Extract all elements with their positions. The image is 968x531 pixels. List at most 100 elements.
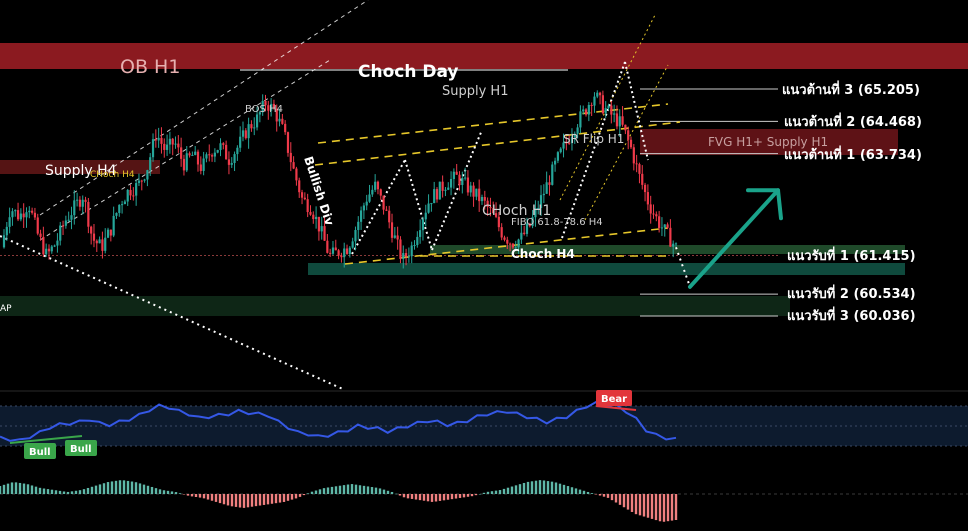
candle-body xyxy=(320,226,323,232)
candle-body xyxy=(404,253,408,257)
macd-bar xyxy=(278,494,282,503)
macd-bar xyxy=(350,484,354,494)
macd-bar xyxy=(374,487,378,494)
macd-bar xyxy=(334,486,338,494)
candle-body xyxy=(559,148,562,153)
macd-bar xyxy=(226,494,230,506)
macd-bar xyxy=(666,494,670,522)
candle-body xyxy=(270,103,273,111)
candle-body xyxy=(295,168,298,181)
candle-body xyxy=(205,154,208,159)
macd-bar xyxy=(70,491,74,494)
macd-bar xyxy=(258,494,262,506)
macd-bar xyxy=(238,494,242,508)
candle-body xyxy=(345,248,349,254)
macd-bar xyxy=(298,494,302,497)
macd-bar xyxy=(406,494,410,499)
candle-body xyxy=(253,127,256,129)
supply-h1-label: Supply H1 xyxy=(442,84,508,99)
candle-body xyxy=(213,152,216,157)
candle-body xyxy=(233,154,236,163)
macd-bar xyxy=(94,485,98,494)
candle-body xyxy=(430,203,433,205)
candle-body xyxy=(641,173,644,185)
candle-body xyxy=(402,253,405,259)
macd-bar xyxy=(138,483,142,494)
candle-body xyxy=(562,142,565,149)
candle-body xyxy=(601,95,604,114)
candle-body xyxy=(452,171,455,179)
yellow-dashed-1 xyxy=(317,103,669,144)
choch-h1-label: CHoch H1 xyxy=(482,203,551,219)
candle-body xyxy=(551,164,554,185)
macd-bar xyxy=(598,494,602,496)
macd-bar xyxy=(602,494,606,497)
zones xyxy=(0,43,968,316)
bull-badge-2 xyxy=(65,440,97,456)
bull-badge-1 xyxy=(24,443,56,459)
candle-body xyxy=(73,200,76,216)
zone-labels: OB H1 Supply H4 FVG H1+ Supply H1 AP xyxy=(0,56,828,314)
demand-zone-b xyxy=(308,263,905,275)
macd-bar xyxy=(434,494,438,502)
macd-bar xyxy=(626,494,630,510)
candle-body xyxy=(115,212,118,216)
macd-bar xyxy=(310,491,314,494)
candle-body xyxy=(244,130,247,139)
candle-body xyxy=(137,180,141,184)
macd-bar xyxy=(194,494,198,497)
candle-body xyxy=(525,223,529,234)
candle-body xyxy=(461,178,464,186)
macd-bar xyxy=(150,486,154,494)
candle-body xyxy=(396,235,399,240)
candle-body xyxy=(618,116,621,127)
macd-bar xyxy=(402,494,406,498)
macd-bar xyxy=(146,485,150,494)
macd-bar xyxy=(482,492,486,494)
candle-body xyxy=(185,153,188,171)
candle-body xyxy=(278,118,281,122)
candle-body xyxy=(258,112,261,115)
macd-bar xyxy=(250,494,254,507)
macd-bar xyxy=(422,494,426,501)
macd-bar xyxy=(366,486,370,494)
candle-body xyxy=(379,189,382,196)
candle-body xyxy=(340,255,343,258)
candle-body xyxy=(672,243,675,247)
white-dotted-zz3 xyxy=(431,129,483,251)
candle-body xyxy=(149,157,152,171)
candle-body xyxy=(334,247,337,251)
candle-body xyxy=(388,210,391,223)
candle-body xyxy=(199,164,202,171)
macd-bar xyxy=(218,494,222,504)
candle-body xyxy=(303,197,306,200)
candle-body xyxy=(497,216,500,228)
candle-body xyxy=(329,252,332,254)
macd-bar xyxy=(42,488,46,494)
candle-body xyxy=(421,219,425,231)
candle-body xyxy=(447,187,450,190)
candle-body xyxy=(494,213,498,217)
macd-bar xyxy=(414,494,418,500)
macd-bar xyxy=(486,491,490,494)
macd-bar xyxy=(98,484,102,494)
macd-bar xyxy=(630,494,634,512)
candle-body xyxy=(520,232,523,240)
candle-body xyxy=(281,118,284,124)
macd-bar xyxy=(442,494,446,501)
macd-bar xyxy=(318,489,322,494)
candle-body xyxy=(50,246,53,252)
candle-body xyxy=(188,153,191,156)
macd-bar xyxy=(178,493,182,494)
bear-divergence-line xyxy=(595,405,637,411)
candle-body xyxy=(42,236,45,255)
candle-body xyxy=(615,113,619,127)
candle-body xyxy=(368,194,371,202)
candle-body xyxy=(655,214,658,217)
candle-body xyxy=(523,232,526,234)
candle-body xyxy=(596,92,599,97)
candle-body xyxy=(118,204,121,213)
candle-body xyxy=(109,229,112,236)
macd-bar xyxy=(282,494,286,502)
candle-body xyxy=(539,195,543,209)
